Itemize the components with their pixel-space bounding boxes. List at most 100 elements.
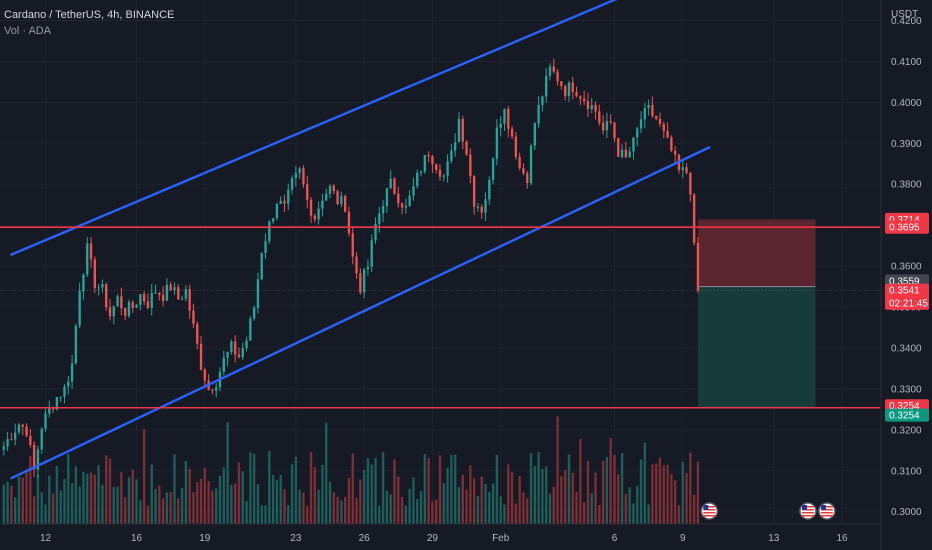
candle-body [161, 294, 165, 301]
price-tick-label: 0.3600 [891, 262, 922, 273]
candle-body [563, 85, 567, 97]
candle-body [192, 310, 195, 324]
candle-body [112, 306, 115, 317]
volume-bar [256, 484, 260, 524]
volume-bar [666, 465, 669, 524]
volume-bars [2, 416, 700, 524]
candle-body [499, 123, 502, 128]
volume-bar [503, 504, 506, 524]
candle-body [13, 432, 17, 440]
candle-body [233, 341, 237, 355]
volume-bar [86, 473, 89, 524]
candle-body [639, 119, 643, 129]
price-tick-label: 0.3800 [891, 180, 922, 191]
candle-body [541, 96, 544, 106]
candle-body [427, 154, 430, 157]
volume-bar [423, 454, 427, 524]
candle-body [670, 137, 673, 151]
candle-body [613, 122, 616, 139]
price-tick-label: 0.4100 [891, 57, 922, 68]
price-tick-label: 0.3900 [891, 139, 922, 150]
candle-body [249, 318, 252, 341]
candle-body [245, 340, 248, 349]
candle-body [685, 167, 688, 173]
volume-bar [389, 494, 392, 524]
candle-body [36, 449, 40, 470]
volume-bar [366, 458, 370, 524]
volume-bar [510, 471, 514, 524]
candle-body [279, 200, 282, 204]
volume-bar [507, 464, 510, 524]
candle-body [472, 176, 476, 207]
volume-bar [93, 474, 97, 524]
flag-stripe [820, 506, 833, 508]
candle-body [146, 301, 150, 308]
candle-body [438, 169, 442, 177]
volume-bar [582, 502, 586, 524]
price-tick-label: 0.4200 [891, 16, 922, 27]
volume-bar [48, 475, 51, 524]
volume-bar [233, 483, 237, 524]
volume-bar [150, 464, 153, 524]
stop-loss-zone [697, 219, 816, 287]
volume-bar [207, 481, 210, 524]
candle-body [29, 435, 32, 445]
candle-body [651, 105, 654, 116]
candle-body [158, 292, 161, 295]
volume-bar [355, 497, 358, 524]
candle-body [488, 180, 491, 200]
volume-indicator-label[interactable]: Vol · ADA [4, 25, 52, 37]
candle-body [355, 256, 358, 274]
volume-bar [658, 457, 662, 524]
candle-body [681, 167, 684, 171]
price-tag-bg [885, 220, 929, 234]
volume-bar [594, 472, 597, 524]
volume-bar [25, 469, 28, 524]
volume-bar [328, 481, 332, 524]
candle-body [116, 296, 119, 307]
candle-body [370, 240, 373, 267]
volume-bar [351, 453, 354, 524]
us-flag-icon[interactable] [700, 502, 719, 520]
volume-bar [529, 453, 533, 524]
volume-bar [252, 453, 256, 524]
candle-body [362, 269, 366, 293]
candle-body [123, 308, 127, 316]
volume-bar [6, 481, 9, 524]
candle-body [507, 108, 510, 129]
price-tag-value: 0.3254 [889, 401, 920, 412]
volume-bar [290, 464, 294, 524]
volume-bar [545, 466, 548, 524]
volume-bar [211, 490, 214, 524]
volume-bar [435, 499, 438, 524]
candle-body [120, 296, 123, 309]
candle-body [359, 273, 362, 293]
price-axis: USDT0.42000.41000.40000.39000.38000.3700… [880, 0, 929, 550]
price-tag-value: 0.3559 [889, 276, 920, 287]
candle-body [44, 413, 47, 429]
candle-body [131, 302, 134, 308]
volume-bar [135, 479, 138, 524]
volume-bar [105, 455, 108, 524]
volume-bar [271, 474, 275, 524]
us-flag-icon[interactable] [799, 502, 817, 520]
volume-bar [419, 491, 423, 524]
volume-bar [154, 488, 157, 524]
candle-body [609, 121, 612, 123]
candle-body [287, 189, 290, 204]
symbol-title[interactable]: Cardano / TetherUS, 4h, BINANCE [4, 9, 175, 21]
candle-body [450, 150, 453, 162]
us-flag-icon[interactable] [818, 502, 836, 520]
price-tick-label: 0.3200 [891, 425, 922, 436]
candle-body [93, 259, 97, 288]
candle-body [302, 168, 305, 185]
candle-body [556, 71, 559, 82]
candle-body [237, 354, 241, 358]
volume-bar [499, 496, 502, 524]
volume-bar [598, 504, 601, 524]
volume-bar [624, 493, 628, 524]
volume-bar [203, 467, 207, 524]
volume-bar [245, 501, 248, 524]
volume-bar [689, 452, 692, 524]
